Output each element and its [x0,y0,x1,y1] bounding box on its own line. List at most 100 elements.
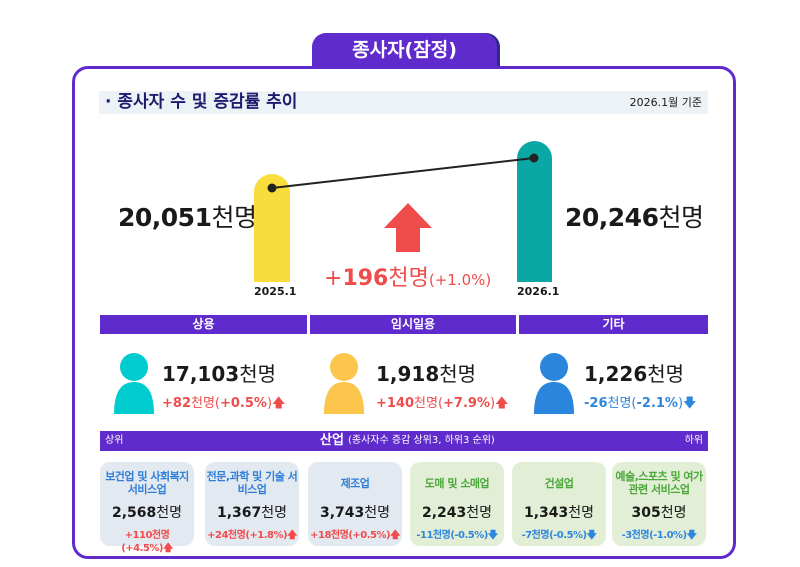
change: -11천명(-0.5%) [416,530,488,541]
unit: 천명 [568,505,595,521]
unit: 천명 [364,505,391,521]
curr-point [529,153,539,163]
curr-unit: 천명 [658,203,704,232]
up-arrow-icon: 🡅 [272,396,286,411]
up-arrow-icon [384,203,432,252]
prev-total: 20,051천명 [118,198,257,234]
industry-change: -3천명(-1.0%)🡇 [612,526,706,545]
industry-card: 보건업 및 사회복지 서비스업 2,568천명 +110천명(+4.5%)🡅 [100,462,194,554]
industry-change: -11천명(-0.5%)🡇 [410,526,504,545]
industry-name: 제조업 [340,476,370,490]
change-value: 196 [342,266,389,291]
prev-label: 2025.1 [254,285,297,298]
value: 1,343 [523,505,569,521]
curr-bar [517,141,552,282]
industry-value: 2,243천명 [410,502,504,522]
regular-value: 17,103천명 [162,358,276,387]
temporary-change: +140천명(+7.9%)🡅 [376,396,509,411]
change: +18천명(+0.5%) [310,530,391,541]
prev-point [267,183,277,193]
change-unit: 천명( [607,396,637,411]
other-value: 1,226천명 [584,358,684,387]
curr-total: 20,246천명 [565,198,704,234]
industry-value: 3,743천명 [308,502,402,522]
change: +140 [376,396,415,411]
curr-value: 20,246 [565,203,659,232]
unit: 천명 [647,362,685,386]
industry-change: +18천명(+0.5%)🡅 [308,526,402,545]
section-title-bar: · 종사자 수 및 증감률 추이 2026.1월 기준 [99,91,708,114]
industry-value: 2,568천명 [100,502,194,522]
category-header-regular: 상용 [100,315,307,334]
industry-name: 건설업 [544,476,574,490]
curr-label: 2026.1 [517,285,560,298]
industry-card: 예술,스포츠 및 여가관련 서비스업 305천명 -3천명(-1.0%)🡇 [612,462,706,546]
industry-subtitle: (종사자수 증감 상위3, 하위3 순위) [348,435,495,446]
up-arrow-icon: 🡅 [495,396,509,411]
industry-header: 상위 산업 (종사자수 증감 상위3, 하위3 순위) 하위 [100,431,708,451]
industry-card: 건설업 1,343천명 -7천명(-0.5%)🡇 [512,462,606,546]
trend-line [267,153,539,252]
value: 1,367 [216,505,262,521]
unit: 천명 [239,362,276,386]
up-arrow-icon: 🡅 [390,530,400,541]
unit: 천명 [439,362,477,386]
change-unit: 천명( [190,396,220,411]
unit: 천명 [261,505,288,521]
person-icon [534,353,574,414]
pct: -2.1% [636,396,678,411]
content-frame [72,66,736,559]
bottom-label: 하위 [684,435,703,446]
change: -3천명(-1.0%) [621,530,688,541]
value: 3,743 [319,505,365,521]
category-header-temporary: 임시일용 [310,315,516,334]
prev-value: 20,051 [118,203,212,232]
value: 2,243 [421,505,467,521]
value: 2,568 [111,505,157,521]
value: 1,226 [584,362,648,386]
change-sign: + [324,266,343,291]
industry-value: 1,343천명 [512,502,606,522]
person-icon [324,353,364,414]
up-arrow-icon: 🡅 [287,530,297,541]
other-change: -26천명(-2.1%)🡇 [584,396,697,411]
pct: +7.9% [443,396,490,411]
change: -7천명(-0.5%) [521,530,588,541]
pct: +0.5% [219,396,267,411]
page-tab-title: 종사자(잠정) [312,33,497,69]
person-icon [114,353,154,414]
prev-unit: 천명 [211,203,257,232]
value: 305 [631,505,661,521]
change: +82 [162,396,191,411]
industry-change: +24천명(+1.8%)🡅 [205,526,299,545]
industry-change: -7천명(-0.5%)🡇 [512,526,606,545]
change: +24천명(+1.8%) [207,530,288,541]
down-arrow-icon: 🡇 [487,530,498,541]
industry-card: 전문,과학 및 기술 서비스업 1,367천명 +24천명(+1.8%)🡅 [205,462,299,546]
industry-change: +110천명(+4.5%)🡅 [100,526,194,558]
total-change: +196천명(+1.0%) [324,260,491,292]
industry-value: 305천명 [612,502,706,522]
top-label: 상위 [105,435,124,446]
industry-name: 보건업 및 사회복지 서비스업 [105,470,189,496]
industry-title: 산업 [320,433,344,448]
down-arrow-icon: 🡇 [686,530,697,541]
unit: 천명 [156,505,183,521]
regular-change: +82천명(+0.5%)🡅 [162,396,286,411]
industry-name: 도매 및 소매업 [424,476,490,490]
temporary-value: 1,918천명 [376,358,476,387]
industry-card: 제조업 3,743천명 +18천명(+0.5%)🡅 [308,462,402,546]
change: -26 [584,396,608,411]
unit: 천명 [660,505,687,521]
change-unit: 천명( [414,396,444,411]
value: 1,918 [376,362,440,386]
up-arrow-icon: 🡅 [162,543,173,554]
change-unit: 천명 [388,266,429,291]
down-arrow-icon: 🡇 [683,396,697,411]
industry-name: 예술,스포츠 및 여가관련 서비스업 [615,470,703,496]
category-header-other: 기타 [519,315,708,334]
industry-value: 1,367천명 [205,502,299,522]
industry-name: 전문,과학 및 기술 서비스업 [206,470,298,496]
down-arrow-icon: 🡇 [586,530,597,541]
change-pct: (+1.0%) [428,271,492,289]
